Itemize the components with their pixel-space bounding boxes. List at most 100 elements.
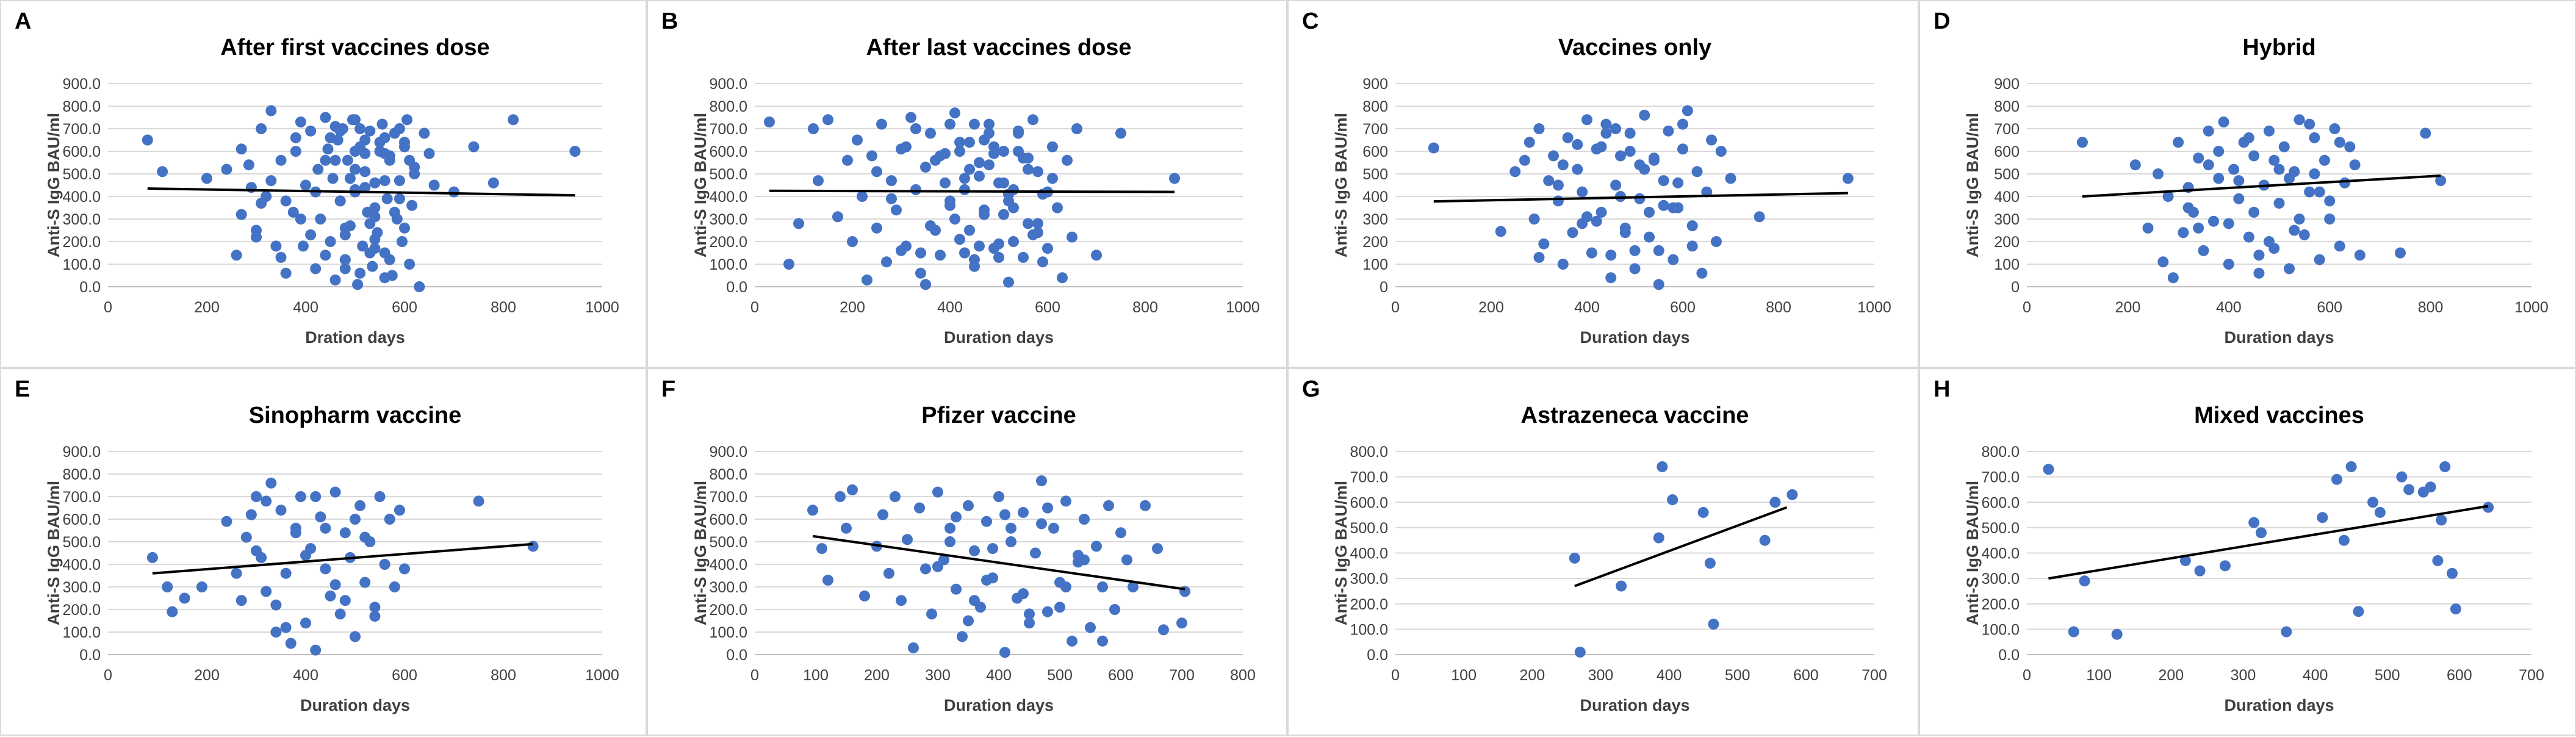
data-point (964, 137, 975, 148)
data-point (1042, 502, 1053, 514)
data-point (1657, 461, 1668, 472)
data-point (414, 281, 425, 292)
data-point (2223, 259, 2234, 270)
data-point (2353, 606, 2364, 617)
chart-title: Sinopharm vaccine (249, 403, 461, 428)
y-tick-label: 600.0 (709, 143, 747, 160)
chart-panel-b: B After last vaccines dose 0.0 100.0 200.0 30… (647, 0, 1287, 368)
data-point (240, 531, 252, 543)
data-point (1552, 195, 1564, 207)
data-point (979, 204, 990, 216)
data-point (221, 164, 232, 175)
data-point (1644, 206, 1655, 218)
chart-panel-c: C Vaccines only 0 100 200 300 400 500 600 700 800 9… (1287, 0, 1919, 368)
chart-panel-h: H Mixed vaccines 0.0 100.0 200.0 300.0 400.0 50… (1919, 368, 2576, 736)
data-point (315, 214, 326, 225)
data-point (2203, 159, 2214, 171)
data-point (1577, 186, 1588, 198)
data-point (448, 186, 459, 198)
data-point (280, 567, 292, 579)
data-point (396, 236, 408, 247)
data-point (1073, 550, 1084, 561)
data-point (1786, 489, 1798, 500)
data-point (2179, 555, 2191, 566)
y-axis-label: Anti-S IgG BAU/ml (691, 113, 710, 257)
y-tick-label: 0.0 (726, 647, 747, 664)
chart-title: Mixed vaccines (2194, 403, 2364, 428)
data-point (1715, 146, 1727, 157)
data-point (261, 586, 272, 597)
x-tick-label: 400 (1574, 299, 1600, 316)
data-point (984, 118, 995, 130)
chart-panel-g: G Astrazeneca vaccine 0.0 100.0 200.0 300.0 40… (1287, 368, 1919, 736)
x-tick-label: 600 (1108, 667, 1134, 684)
data-point (2294, 114, 2305, 126)
data-point (2243, 231, 2254, 243)
data-point (142, 134, 153, 146)
x-tick-label: 1000 (2514, 299, 2549, 316)
data-point (2194, 565, 2206, 577)
trend-line (1574, 506, 1788, 588)
x-tick-label: 800 (491, 299, 516, 316)
data-point (1754, 211, 1765, 223)
x-tick-label: 800 (1132, 299, 1158, 316)
y-tick-label: 0.0 (79, 279, 101, 296)
data-point (1032, 166, 1043, 178)
scatter-plot: After last vaccines dose 0.0 100.0 200.0 300… (691, 35, 1260, 347)
data-point (999, 647, 1010, 658)
data-point (275, 251, 287, 263)
y-tick-label: 200 (1994, 234, 2020, 251)
x-tick-label: 600 (392, 299, 417, 316)
data-point (1054, 602, 1065, 613)
data-point (891, 204, 902, 216)
data-point (877, 509, 888, 520)
y-tick-label: 100.0 (1350, 621, 1388, 638)
x-axis-label: Duration days (2224, 328, 2334, 347)
data-point (1042, 606, 1053, 617)
data-point (364, 125, 376, 137)
x-tick-label: 0 (2023, 667, 2031, 684)
data-point (2436, 514, 2447, 526)
y-tick-label: 400.0 (1981, 545, 2020, 563)
data-point (352, 279, 364, 290)
chart-title: After first vaccines dose (220, 35, 489, 60)
data-point (2213, 173, 2225, 184)
data-point (1128, 581, 1139, 592)
data-point (1708, 619, 1719, 630)
data-point (344, 173, 356, 184)
y-tick-label: 500.0 (1981, 520, 2020, 537)
trend-line (2082, 174, 2441, 198)
data-point (1572, 164, 1583, 175)
data-point (354, 123, 366, 134)
data-point (2334, 137, 2345, 148)
data-point (2273, 198, 2285, 209)
data-point (981, 574, 992, 586)
data-point (1052, 202, 1063, 214)
data-point (999, 509, 1010, 520)
data-point (1557, 159, 1569, 171)
data-point (949, 107, 960, 119)
data-point (329, 579, 341, 591)
data-point (896, 245, 907, 256)
data-point (295, 116, 306, 128)
data-point (954, 137, 965, 148)
data-point (409, 168, 420, 179)
data-point (963, 615, 974, 627)
data-point (1024, 617, 1035, 629)
data-point (2268, 154, 2280, 166)
data-point (910, 123, 921, 134)
data-point (964, 164, 975, 175)
data-point (1062, 154, 1073, 166)
data-point (394, 123, 405, 134)
data-point (1686, 220, 1698, 232)
data-point (822, 574, 833, 586)
data-point (236, 209, 247, 220)
y-tick-label: 600.0 (1981, 494, 2020, 511)
data-point (339, 595, 351, 606)
data-point (310, 644, 322, 656)
scatter-plot: Sinopharm vaccine 0.0 100.0 200.0 300.0 400.0… (45, 403, 619, 714)
y-tick-label: 200.0 (62, 602, 101, 619)
data-point (847, 484, 858, 495)
data-point (842, 154, 853, 166)
